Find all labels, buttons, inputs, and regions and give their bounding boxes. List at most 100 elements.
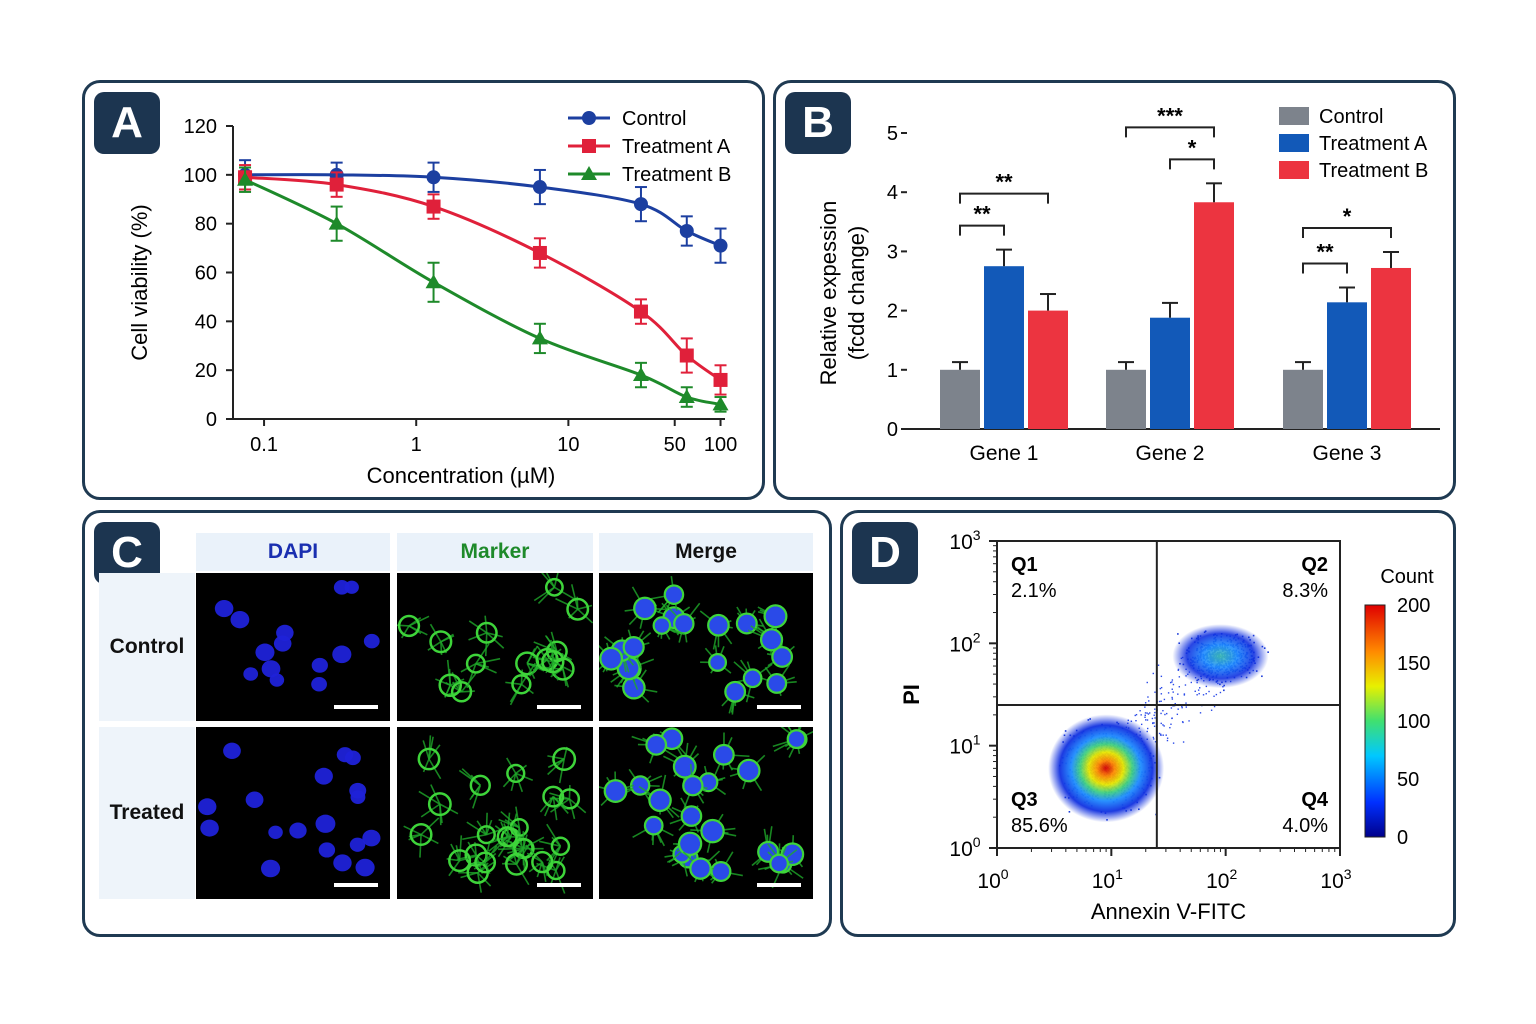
- column-header-dapi: DAPI: [196, 533, 390, 571]
- event: [1146, 681, 1148, 684]
- cell: [632, 815, 674, 847]
- event: [1176, 713, 1179, 716]
- filament: [475, 662, 497, 674]
- x-tick-label: 101: [1092, 866, 1123, 893]
- nucleus: [318, 842, 336, 858]
- filament: [558, 758, 565, 784]
- filament: [420, 817, 440, 836]
- event: [1181, 706, 1183, 709]
- event: [1215, 693, 1218, 696]
- x-tick-label: 102: [1206, 866, 1237, 893]
- legend-label: Control: [1319, 106, 1383, 128]
- legend-label: Treatment A: [1319, 133, 1428, 155]
- cell-ring: [707, 613, 730, 637]
- cell-ring: [552, 747, 577, 772]
- cell: [631, 733, 679, 764]
- data-point: [633, 197, 648, 212]
- legend-marker: [582, 139, 596, 153]
- y-tick-label: 0: [206, 409, 217, 431]
- x-tick-label: 1: [411, 434, 422, 456]
- legend-label: Treatment A: [622, 136, 731, 158]
- cell-ring: [427, 792, 452, 817]
- filament: [541, 861, 549, 877]
- cell: [471, 843, 498, 875]
- filament: [471, 861, 486, 865]
- cell-ring: [682, 775, 704, 797]
- nucleus: [765, 606, 786, 627]
- filament: [500, 810, 520, 829]
- event: [1148, 700, 1150, 702]
- event: [1202, 694, 1205, 696]
- filament: [459, 855, 478, 862]
- event: [1219, 691, 1222, 694]
- cell-ring: [438, 673, 463, 698]
- data-point: [678, 389, 695, 404]
- cell: [672, 831, 703, 860]
- cell: [427, 623, 455, 656]
- cell-ring: [645, 733, 668, 756]
- row-label-treated: Treated: [99, 727, 195, 899]
- y-tick-label: 3: [887, 241, 898, 263]
- cell: [690, 813, 737, 853]
- nucleus: [684, 777, 702, 795]
- x-tick-label: 50: [664, 434, 686, 456]
- event: [1177, 633, 1179, 635]
- event: [1160, 693, 1163, 695]
- cell: [695, 851, 743, 884]
- filament: [547, 755, 565, 760]
- nucleus: [635, 598, 655, 618]
- nucleus: [223, 742, 241, 759]
- event: [1160, 733, 1162, 736]
- y-axis-label-line2: (fcdd change): [844, 226, 869, 361]
- cell-ring: [429, 630, 453, 654]
- nucleus: [771, 855, 787, 872]
- filament: [552, 796, 558, 821]
- cell-ring: [677, 831, 703, 856]
- cell: [525, 844, 554, 882]
- nucleus: [702, 821, 723, 842]
- filament: [522, 848, 526, 871]
- significance-label: *: [1343, 204, 1352, 229]
- event: [1208, 690, 1210, 693]
- event: [1147, 713, 1150, 715]
- cell: [729, 754, 766, 792]
- legend-label: Control: [622, 108, 686, 130]
- nucleus: [605, 781, 626, 801]
- x-tick-exponent: 3: [1344, 866, 1352, 882]
- filament: [520, 683, 534, 695]
- nucleus: [601, 648, 621, 669]
- data-point: [237, 171, 254, 186]
- cell-ring: [680, 805, 703, 827]
- event: [1148, 712, 1151, 714]
- expression-chart: 0 1 2 3 4 5 Relative expession (fcdd change) Gen…: [816, 103, 1440, 465]
- cell: [417, 735, 442, 780]
- event: [1144, 702, 1147, 704]
- column-header-marker: Marker: [397, 533, 593, 571]
- event: [1160, 686, 1163, 689]
- image-control-dapi: [196, 573, 390, 721]
- data-point: [633, 304, 648, 319]
- event: [1153, 714, 1155, 716]
- cell-ring: [648, 788, 672, 813]
- cell: [700, 645, 732, 674]
- nucleus: [245, 791, 264, 808]
- y-tick-exponent: 2: [973, 629, 981, 645]
- filament: [502, 862, 517, 866]
- filament: [550, 870, 557, 885]
- cell-ring: [474, 851, 497, 874]
- data-point: [713, 238, 728, 253]
- cell: [549, 785, 587, 820]
- cell-ring: [506, 763, 526, 784]
- cell: [764, 843, 798, 874]
- filament: [536, 645, 548, 660]
- cell-ring: [511, 674, 532, 695]
- cell: [622, 629, 652, 669]
- nucleus: [745, 670, 761, 686]
- density-live: [1048, 714, 1165, 823]
- filament: [546, 823, 562, 847]
- filament: [461, 690, 475, 693]
- filament: [555, 870, 566, 894]
- event: [1162, 709, 1164, 712]
- cell-ring: [759, 628, 784, 652]
- nucleus: [363, 633, 380, 649]
